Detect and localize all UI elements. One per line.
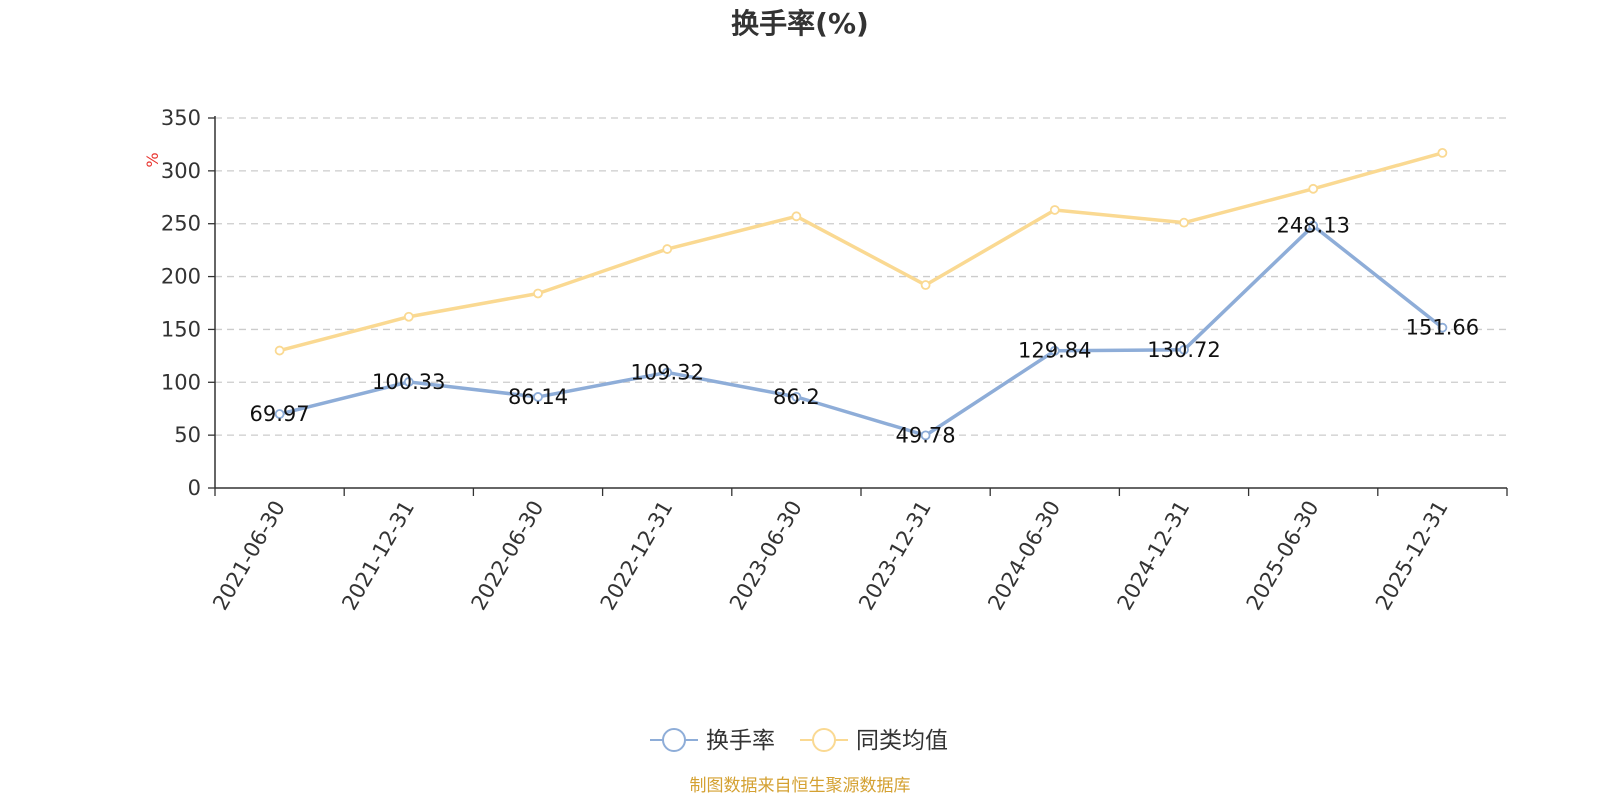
- y-tick-label: 350: [161, 106, 201, 130]
- data-point-0[interactable]: [1179, 344, 1189, 355]
- series-line-1: [279, 151, 1443, 353]
- data-label: 86.2: [773, 385, 820, 409]
- data-point-1[interactable]: [1049, 205, 1060, 215]
- data-point-1[interactable]: [403, 311, 414, 322]
- data-point-1[interactable]: [791, 211, 802, 222]
- data-label: 49.78: [896, 423, 956, 447]
- data-label: 129.84: [1018, 339, 1091, 363]
- data-source: 制图数据来自恒生聚源数据库: [690, 776, 911, 796]
- data-point-1[interactable]: [274, 345, 285, 356]
- y-axis-unit: %: [143, 152, 162, 167]
- data-point-0[interactable]: [403, 377, 414, 387]
- data-point-1[interactable]: [662, 244, 673, 254]
- x-tick-label: 2023-06-30: [725, 497, 807, 615]
- data-label: 69.97: [250, 402, 310, 426]
- data-label: 151.66: [1406, 316, 1479, 340]
- chart-title: 换手率(%): [731, 7, 869, 40]
- data-point-0[interactable]: [1308, 220, 1319, 231]
- y-tick-label: 50: [174, 423, 201, 447]
- data-point-0[interactable]: [1437, 322, 1448, 333]
- data-point-1[interactable]: [533, 288, 543, 299]
- x-tick-label: 2021-12-31: [337, 497, 419, 615]
- data-label: 248.13: [1276, 214, 1349, 238]
- x-tick-label: 2025-12-31: [1371, 497, 1453, 615]
- y-tick-label: 250: [161, 212, 201, 236]
- series-line-0: [279, 223, 1444, 438]
- legend-item-0[interactable]: 换手率: [650, 728, 775, 754]
- y-tick-label: 200: [161, 265, 201, 289]
- x-tick-label: 2022-06-30: [467, 497, 549, 615]
- data-point-0[interactable]: [791, 391, 802, 402]
- data-label: 130.72: [1147, 338, 1220, 362]
- axes: 0 50 100 150 200 250 300 350 2021-06-30 2021-12-3…: [161, 106, 1508, 615]
- data-point-0[interactable]: [920, 430, 931, 441]
- y-tick-label: 150: [161, 317, 201, 341]
- data-point-0[interactable]: [1049, 345, 1060, 356]
- legend[interactable]: 换手率 同类均值: [650, 728, 948, 754]
- x-tick-label: 2022-12-31: [596, 497, 678, 615]
- x-tick-label: 2025-06-30: [1242, 497, 1324, 615]
- x-tick-label: 2021-06-30: [208, 497, 290, 615]
- x-tick-label: 2023-12-31: [854, 497, 936, 615]
- legend-swatch-circle: [812, 728, 836, 752]
- y-tick-label: 300: [161, 159, 201, 183]
- data-point-0[interactable]: [662, 367, 673, 378]
- data-point-1[interactable]: [1437, 147, 1448, 158]
- data-point-1[interactable]: [1179, 217, 1189, 228]
- y-tick-label: 0: [188, 476, 201, 500]
- data-label: 109.32: [630, 360, 703, 384]
- legend-swatch-circle: [662, 728, 686, 752]
- data-label: 100.33: [372, 370, 445, 394]
- data-point-1[interactable]: [1308, 183, 1319, 194]
- x-tick-label: 2024-12-31: [1113, 497, 1195, 615]
- legend-label: 同类均值: [856, 728, 948, 754]
- data-point-0[interactable]: [533, 392, 543, 402]
- data-label: 86.14: [508, 385, 568, 409]
- data-labels: 69.97 100.33 86.14 109.32 86.2 49.78 129.84 130…: [250, 214, 1480, 448]
- legend-label: 换手率: [706, 728, 775, 754]
- legend-item-1[interactable]: 同类均值: [800, 728, 948, 754]
- series-lines: [274, 147, 1448, 441]
- data-point-0[interactable]: [274, 409, 285, 419]
- data-point-1[interactable]: [920, 280, 931, 290]
- x-tick-label: 2024-06-30: [983, 497, 1065, 615]
- y-tick-label: 100: [161, 370, 201, 394]
